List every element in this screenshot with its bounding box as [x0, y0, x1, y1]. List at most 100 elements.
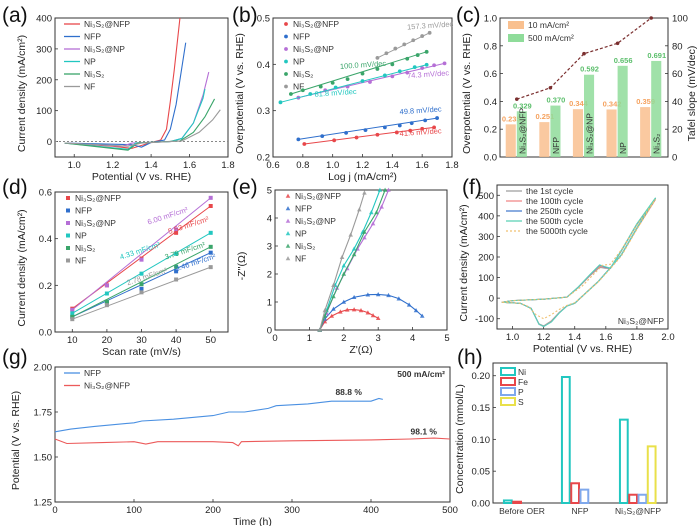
data-point — [354, 135, 359, 140]
y-tick-label: 0.3 — [257, 106, 270, 117]
data-point — [66, 258, 70, 263]
data-point — [278, 100, 283, 105]
legend-swatch — [500, 367, 516, 376]
y-axis-label: Current density (mA/cm²) — [16, 209, 28, 326]
data-point — [139, 282, 144, 287]
data-point — [345, 77, 350, 82]
legend-label: Ni₃S₂@NFP — [84, 381, 130, 391]
bar — [637, 493, 648, 504]
data-point — [174, 230, 179, 235]
y-tick-label: 0.4 — [257, 60, 270, 71]
fit-line — [304, 126, 435, 145]
legend-label: NFP — [295, 204, 312, 214]
data-point — [284, 72, 288, 76]
bar — [516, 111, 527, 157]
data-point — [284, 34, 288, 39]
right-y-tick-label: 60 — [672, 69, 683, 80]
y-axis-label: -Z''(Ω) — [236, 252, 248, 281]
legend-label: NFP — [75, 206, 92, 216]
y-tick-label: 0 — [489, 294, 494, 305]
category-label: NFP — [551, 137, 561, 154]
data-point — [356, 207, 362, 212]
y-tick-label: 0.0 — [484, 153, 497, 164]
current-density-label: 500 mA/cm² — [397, 369, 445, 379]
data-point — [139, 290, 144, 295]
data-point — [70, 307, 75, 312]
series-line — [64, 88, 206, 150]
data-point — [362, 190, 367, 195]
data-point — [386, 292, 391, 298]
category-label: Ni₃S₂@NFP — [517, 108, 527, 154]
data-point — [397, 69, 402, 74]
bar — [539, 122, 550, 157]
legend-label: NF — [295, 254, 306, 264]
legend-label: the 100th cycle — [526, 196, 583, 206]
x-tick-label: 1.0 — [68, 160, 81, 171]
y-tick-label: 0.5 — [257, 14, 270, 25]
data-point — [284, 59, 288, 64]
x-tick-label: 1.4 — [386, 160, 399, 171]
data-point — [208, 250, 213, 255]
y-tick-label: 2.00 — [34, 363, 53, 374]
legend-swatch — [508, 21, 524, 29]
data-point — [405, 56, 410, 61]
y-tick-label: 200 — [478, 253, 494, 264]
y-tick-label: 400 — [478, 211, 494, 222]
data-point — [375, 55, 380, 60]
data-point — [374, 210, 379, 215]
y-tick-label: 0.8 — [484, 41, 497, 52]
x-tick-label: 1.8 — [221, 160, 234, 171]
legend-swatch — [500, 387, 516, 396]
legend-label: the 500th cycle — [526, 216, 583, 226]
series-line — [64, 17, 181, 149]
legend-label: NP — [75, 231, 87, 241]
y-axis-label: Overpotential (V vs. RHE) — [234, 33, 246, 154]
data-point — [351, 252, 357, 257]
x-tick-label: 2 — [341, 333, 346, 344]
legend-label: NFP — [293, 32, 310, 42]
slope-label: 100.0 mV/dec — [340, 59, 387, 71]
bar — [640, 107, 651, 157]
y-tick-label: 0.4 — [484, 97, 497, 108]
data-point — [330, 80, 335, 85]
category-label: Ni₃S₂@NFP — [615, 506, 661, 516]
data-point — [424, 62, 429, 67]
x-axis-label: Potential (V vs. RHE) — [533, 343, 632, 355]
category-label: NFP — [572, 506, 589, 516]
category-label: Ni₃S₂@NP — [585, 113, 595, 154]
bar — [617, 65, 628, 157]
slope-label: 157.3 mV/dec — [407, 19, 454, 31]
bar-value-label: 0.344 — [569, 99, 589, 108]
y-tick-label: 1.75 — [34, 408, 53, 419]
data-point — [408, 128, 413, 133]
data-point — [362, 229, 367, 234]
data-point — [379, 204, 384, 209]
data-point — [285, 231, 291, 236]
data-point — [396, 296, 402, 301]
data-point — [317, 327, 323, 332]
legend-label: Ni₃S₂ — [75, 243, 95, 253]
y-tick-label: 1.50 — [34, 453, 53, 464]
data-point — [397, 123, 402, 128]
bar — [584, 74, 595, 157]
y-tick-label: 4 — [267, 214, 272, 225]
y-tick-label: 0.6 — [39, 188, 52, 199]
data-point — [435, 116, 439, 120]
data-point — [341, 271, 347, 276]
data-point — [289, 92, 293, 96]
x-tick-label: 100 — [126, 505, 142, 516]
slope-label: 41.6 mV/dec — [399, 126, 442, 138]
tafel-slope-point — [649, 16, 653, 20]
data-point — [368, 80, 372, 84]
legend-swatch — [508, 34, 524, 42]
panel-label: (h) — [457, 346, 483, 369]
data-point — [375, 292, 381, 297]
data-point — [409, 121, 414, 126]
data-point — [139, 257, 144, 262]
tafel-slope-point — [515, 97, 519, 101]
retention-label: 88.8 % — [335, 387, 362, 397]
series-line — [64, 109, 221, 147]
legend-label: Ni₃S₂@NFP — [84, 19, 130, 29]
legend-label: S — [518, 397, 524, 407]
